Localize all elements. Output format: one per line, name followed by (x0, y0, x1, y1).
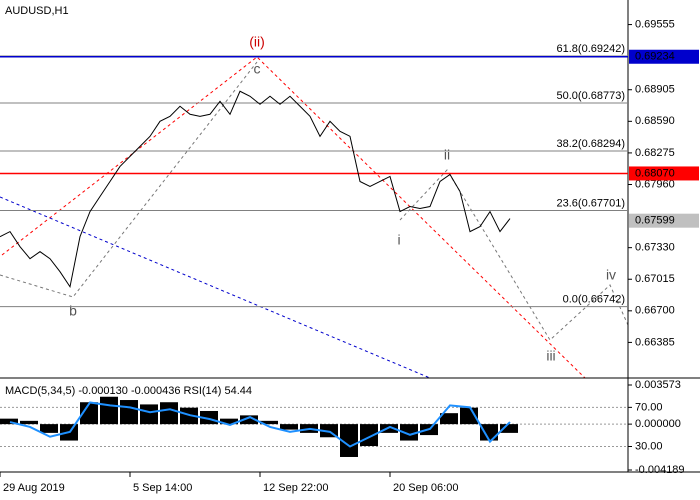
y-tick-label: 0.67960 (635, 178, 675, 190)
wave-lines (0, 56, 629, 379)
wave-label: ii (444, 147, 450, 163)
level-box (629, 49, 699, 64)
wave-label: c (254, 61, 261, 77)
y2-tick-label: 30.00 (635, 440, 663, 452)
rsi-line (9, 401, 511, 448)
wave-label: (ii) (249, 34, 265, 50)
macd-bar (500, 424, 518, 433)
wave-label: i (397, 232, 400, 248)
price-line (0, 90, 511, 289)
y-tick-label: 0.66700 (635, 305, 675, 317)
y-tick-label: 0.68275 (635, 147, 675, 159)
x-tick-label: 5 Sep 14:00 (133, 482, 192, 494)
x-tick-label: 29 Aug 2019 (3, 482, 65, 494)
macd-bar (20, 420, 38, 425)
macd-bar (160, 402, 178, 425)
y-tick-label: 0.66385 (635, 336, 675, 348)
chart-title: AUDUSD,H1 (5, 5, 69, 17)
macd-bar (340, 424, 358, 457)
macd-bar (260, 420, 278, 425)
macd-bar (120, 400, 138, 425)
level-box (629, 213, 699, 228)
macd-bar (220, 418, 238, 425)
y-tick-label: 0.67015 (635, 273, 675, 285)
fib-label: 0.0(0.66742) (563, 294, 625, 306)
y2-tick-label: 70.00 (635, 401, 663, 413)
macd-bar (440, 413, 458, 425)
fib-label: 38.2(0.68294) (557, 138, 626, 150)
x-tick-label: 20 Sep 06:00 (393, 482, 458, 494)
wave-label: iii (546, 348, 555, 364)
y-tick-label: 0.68590 (635, 115, 675, 127)
wave-path (0, 61, 258, 298)
macd-bar (100, 396, 118, 425)
macd-bar (480, 424, 498, 441)
macd-bar (400, 424, 418, 441)
macd-bar (280, 424, 298, 430)
x-tick-label: 12 Sep 22:00 (263, 482, 328, 494)
macd-bar (240, 415, 258, 425)
wave-label: iv (606, 267, 616, 283)
macd-bar (80, 402, 98, 425)
level-label: 0.69234 (635, 51, 675, 63)
level-box (629, 166, 699, 181)
wave-label: b (69, 303, 77, 319)
level-label: 0.68070 (635, 167, 675, 179)
macd-bar (140, 404, 158, 425)
y-tick-label: -0.004189 (635, 464, 685, 476)
macd-bar (40, 424, 58, 433)
fib-label: 23.6(0.67701) (557, 197, 626, 209)
macd-bar (0, 418, 18, 425)
macd-bar (360, 424, 378, 447)
y-tick-label: 0.67330 (635, 242, 675, 254)
level-label: 0.67599 (635, 215, 675, 227)
y-tick-label: 0.69555 (635, 18, 675, 30)
y-tick-label: 0.003573 (635, 379, 681, 391)
y-tick-label: 0.68905 (635, 84, 675, 96)
y-tick-label: 0.000000 (635, 418, 681, 430)
fib-label: 61.8(0.69242) (557, 43, 626, 55)
indicator-title: MACD(5,34,5) -0.000130 -0.000436 RSI(14)… (5, 385, 252, 397)
fib-label: 50.0(0.68773) (557, 90, 626, 102)
